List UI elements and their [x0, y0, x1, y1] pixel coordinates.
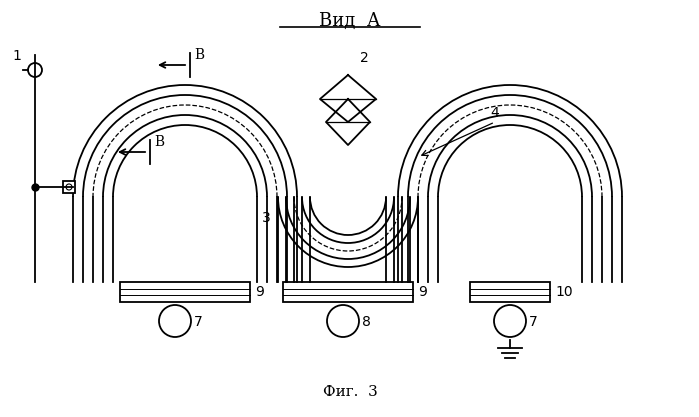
Text: 10: 10: [555, 285, 572, 299]
Text: 8: 8: [362, 315, 371, 329]
Text: Вид  А: Вид А: [319, 12, 381, 30]
Circle shape: [159, 305, 191, 337]
Bar: [470, 282, 550, 302]
Text: 9: 9: [255, 285, 264, 299]
Circle shape: [494, 305, 526, 337]
Bar: [283, 282, 413, 302]
Bar: [63, 181, 75, 193]
Text: В: В: [194, 48, 204, 62]
Text: 2: 2: [360, 51, 369, 65]
Text: Фиг.  3: Фиг. 3: [323, 385, 377, 399]
Circle shape: [327, 305, 359, 337]
Text: 1: 1: [13, 49, 22, 63]
Text: В: В: [154, 135, 164, 149]
Text: 3: 3: [262, 211, 271, 225]
Text: 7: 7: [529, 315, 538, 329]
Bar: [120, 282, 250, 302]
Text: 9: 9: [418, 285, 427, 299]
Text: 7: 7: [194, 315, 203, 329]
Text: 4: 4: [490, 106, 499, 120]
